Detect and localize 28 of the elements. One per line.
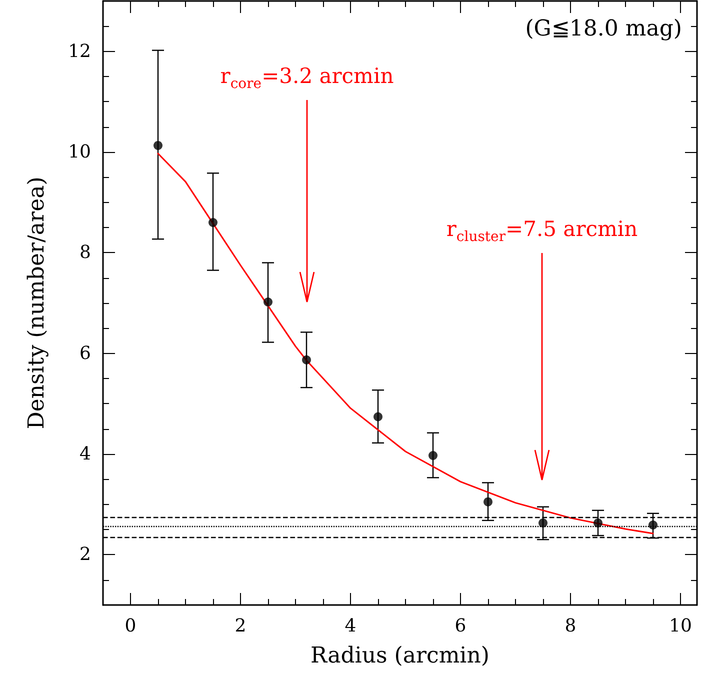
point bbox=[302, 355, 311, 364]
x-tick-label: 10 bbox=[669, 616, 692, 636]
point bbox=[374, 412, 382, 422]
point bbox=[428, 451, 438, 460]
y-tick-label: 6 bbox=[80, 342, 91, 364]
y-tick-label: 12 bbox=[68, 40, 91, 62]
point bbox=[208, 218, 218, 227]
y-tick-label: 8 bbox=[80, 242, 91, 264]
x-axis-title: Radius (arcmin) bbox=[310, 644, 490, 668]
point bbox=[154, 140, 162, 150]
point bbox=[264, 297, 272, 306]
x-tick-label: 4 bbox=[344, 616, 356, 636]
y-tick-label: 2 bbox=[80, 544, 91, 566]
x-tick-label: 2 bbox=[234, 616, 246, 636]
x-tick-label: 6 bbox=[454, 616, 466, 636]
line-series bbox=[157, 152, 654, 534]
y-tick-label: 4 bbox=[80, 444, 91, 464]
y-axis-title: Density (number/area) bbox=[24, 176, 50, 430]
annotation: (G≦18.0 mag) bbox=[525, 16, 682, 42]
x-tick-label: 8 bbox=[564, 616, 576, 636]
point bbox=[594, 518, 602, 528]
y-tick-label: 10 bbox=[68, 142, 91, 162]
annotation: r$_{core}$=3.2 arcmin bbox=[220, 64, 394, 92]
x-tick-label: 0 bbox=[124, 616, 136, 636]
point bbox=[648, 520, 658, 530]
point bbox=[538, 518, 548, 528]
point bbox=[484, 497, 492, 506]
annotation: r$_{cluster}$=7.5 arcmin bbox=[446, 217, 638, 246]
